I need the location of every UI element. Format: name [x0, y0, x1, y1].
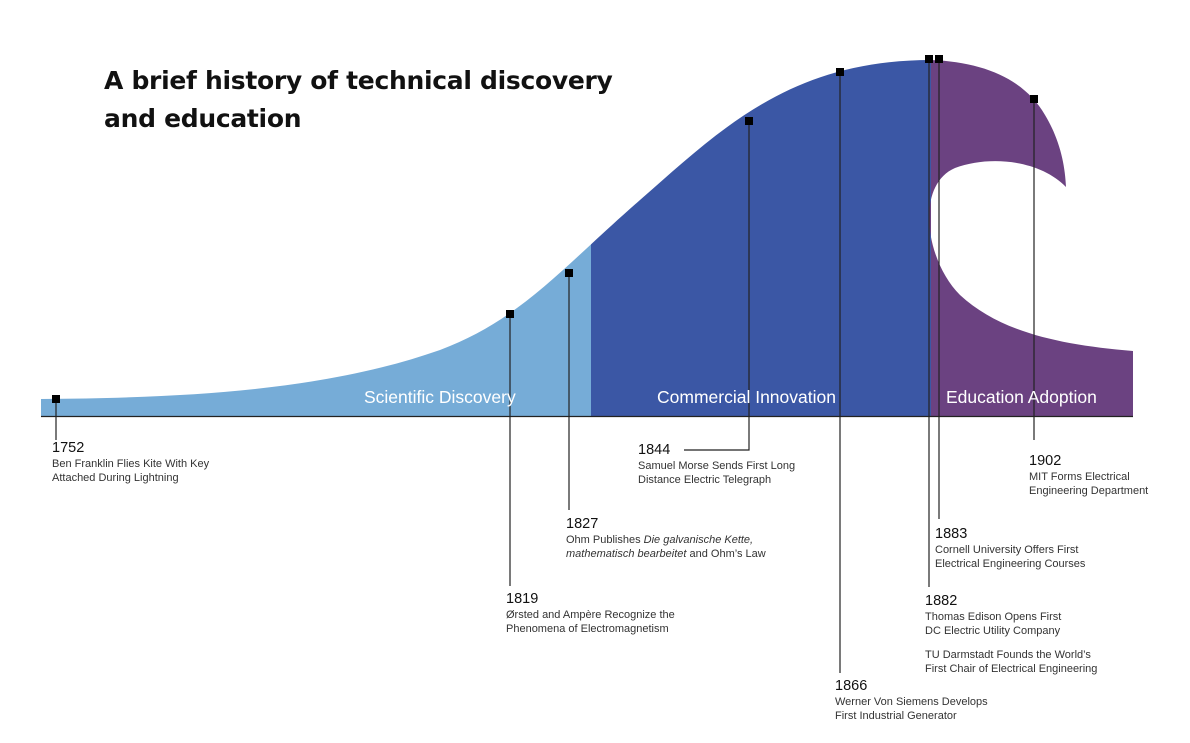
event-description-line: Phenomena of Electromagnetism — [506, 623, 669, 635]
event-year: 1902 — [1029, 453, 1062, 469]
event-description-line: Distance Electric Telegraph — [638, 474, 772, 486]
event-description-line: mathematisch bearbeitet and Ohm’s Law — [566, 547, 766, 561]
phase-label-scientific-discovery: Scientific Discovery — [364, 387, 516, 407]
marker-1883 — [935, 55, 943, 63]
event-description-line: MIT Forms Electrical — [1029, 471, 1130, 483]
event-1844: 1844 Samuel Morse Sends First Long Dista… — [638, 441, 795, 487]
event-1902: 1902 MIT Forms Electrical Engineering De… — [1029, 452, 1148, 498]
event-description-line: Ohm Publishes Die galvanische Kette, — [566, 533, 766, 547]
event-year: 1882 — [925, 593, 958, 609]
event-1819: 1819 Ørsted and Ampère Recognize the Phe… — [506, 590, 675, 636]
title-line-1: A brief history of technical discovery — [104, 66, 613, 95]
marker-1752 — [52, 395, 60, 403]
event-year: 1883 — [935, 526, 968, 542]
event-description-line: Samuel Morse Sends First Long — [638, 460, 796, 472]
event-description-line: DC Electric Utility Company — [925, 625, 1061, 637]
title-line-2: and education — [104, 104, 302, 133]
marker-1902 — [1030, 95, 1038, 103]
event-description-line: Cornell University Offers First — [935, 544, 1079, 556]
event-year: 1752 — [52, 440, 85, 456]
wave-shape — [41, 60, 1133, 416]
event-description-line: Attached During Lightning — [52, 472, 179, 484]
event-description-line: First Chair of Electrical Engineering — [925, 663, 1098, 675]
event-description-text: and Ohm’s Law — [686, 548, 766, 560]
leader-line-1844 — [684, 121, 750, 451]
event-1882: 1882 Thomas Edison Opens First DC Electr… — [925, 592, 1097, 676]
wave-education-adoption — [929, 60, 1133, 416]
page-title: A brief history of technical discovery a… — [104, 62, 613, 138]
event-description-line: Electrical Engineering Courses — [935, 558, 1086, 570]
phase-label-commercial-innovation: Commercial Innovation — [657, 387, 836, 407]
event-description-line: First Industrial Generator — [835, 710, 957, 722]
event-description-line: Thomas Edison Opens First — [925, 611, 1062, 623]
marker-1819 — [506, 310, 514, 318]
event-1827: 1827 Ohm Publishes Die galvanische Kette… — [566, 515, 766, 561]
phase-label-education-adoption: Education Adoption — [946, 387, 1097, 407]
event-description-line: TU Darmstadt Founds the World’s — [925, 649, 1091, 661]
wave-scientific-discovery — [41, 244, 591, 416]
event-1866: 1866 Werner Von Siemens Develops First I… — [835, 677, 988, 723]
marker-1844 — [745, 117, 753, 125]
event-description-italic: Die galvanische Kette, — [643, 534, 754, 546]
event-year: 1866 — [835, 678, 868, 694]
event-description-line: Werner Von Siemens Develops — [835, 696, 988, 708]
event-1883: 1883 Cornell University Offers First Ele… — [935, 525, 1085, 571]
event-description-line: Ørsted and Ampère Recognize the — [506, 609, 675, 621]
event-markers — [52, 55, 1038, 403]
wave-commercial-innovation — [591, 60, 931, 416]
event-description-line: Ben Franklin Flies Kite With Key — [52, 458, 210, 470]
marker-1866 — [836, 68, 844, 76]
event-1752: 1752 Ben Franklin Flies Kite With Key At… — [52, 439, 209, 485]
marker-1882 — [925, 55, 933, 63]
event-description-text: Ohm Publishes — [566, 534, 644, 546]
event-year: 1827 — [566, 516, 599, 532]
event-year: 1844 — [638, 442, 671, 458]
marker-1827 — [565, 269, 573, 277]
event-description-italic: mathematisch bearbeitet — [566, 548, 687, 560]
event-description-line: Engineering Department — [1029, 485, 1149, 497]
event-year: 1819 — [506, 591, 539, 607]
leader-lines — [55, 59, 1035, 673]
